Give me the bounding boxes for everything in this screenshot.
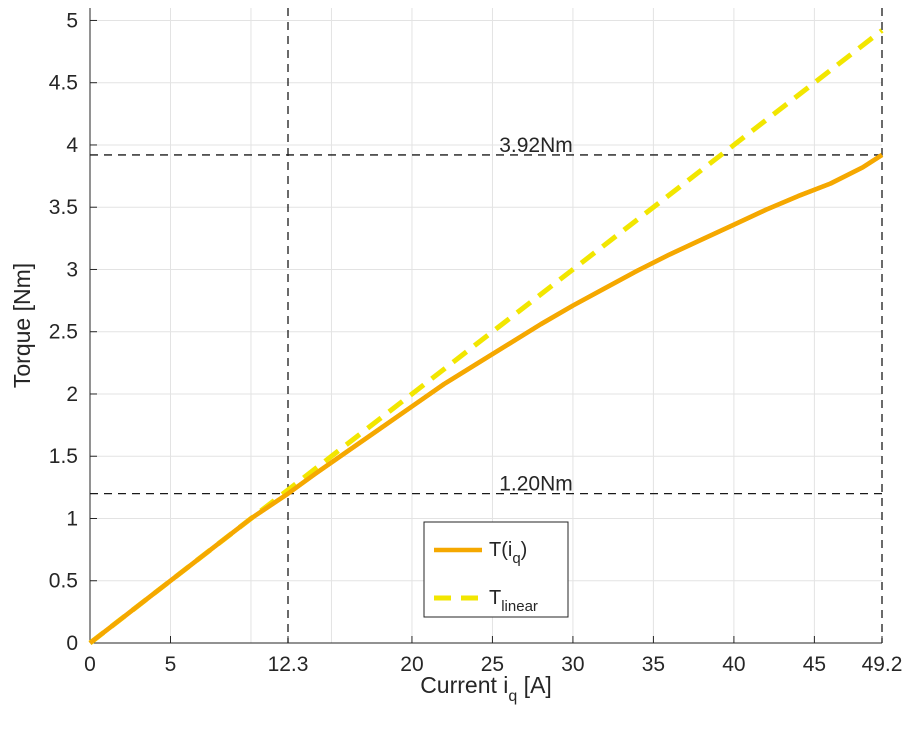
y-tick-label: 2 xyxy=(66,383,78,406)
x-tick-label: 5 xyxy=(165,653,177,676)
y-tick-label: 1.5 xyxy=(49,445,78,468)
x-tick-label: 35 xyxy=(642,653,665,676)
reference-lines: 3.92Nm 1.20Nm xyxy=(90,8,883,643)
legend: T(iq) Tlinear xyxy=(423,521,569,618)
x-tick-label: 40 xyxy=(722,653,745,676)
y-tick-label: 2.5 xyxy=(49,321,78,344)
x-tick-label: 30 xyxy=(561,653,584,676)
x-tick-label: 49.2 xyxy=(862,653,903,676)
x-axis-title: Current iq [A] xyxy=(420,672,552,705)
legend-label: T(iq) xyxy=(489,539,527,567)
y-axis-title: Torque [Nm] xyxy=(9,263,35,388)
y-tick-label: 3 xyxy=(66,258,78,281)
series-line-torque-overlay xyxy=(88,153,884,645)
y-tick-label: 3.5 xyxy=(49,196,78,219)
x-tick-label: 25 xyxy=(481,653,504,676)
y-tick-label: 0 xyxy=(66,632,78,655)
y-tick-label: 4 xyxy=(66,134,78,157)
reference-line-label: 3.92Nm xyxy=(499,134,573,157)
y-tick-label: 4.5 xyxy=(49,72,78,95)
x-tick-label: 12.3 xyxy=(268,653,309,676)
legend-label: Tlinear xyxy=(489,587,538,615)
y-tick-label: 5 xyxy=(66,9,78,32)
reference-line-label: 1.20Nm xyxy=(499,473,573,496)
y-tick-label: 0.5 xyxy=(49,570,78,593)
x-tick-label: 45 xyxy=(803,653,826,676)
legend-box xyxy=(423,521,569,618)
y-tick-label: 1 xyxy=(66,507,78,530)
x-tick-label: 20 xyxy=(400,653,423,676)
x-tick-label: 0 xyxy=(84,653,96,676)
